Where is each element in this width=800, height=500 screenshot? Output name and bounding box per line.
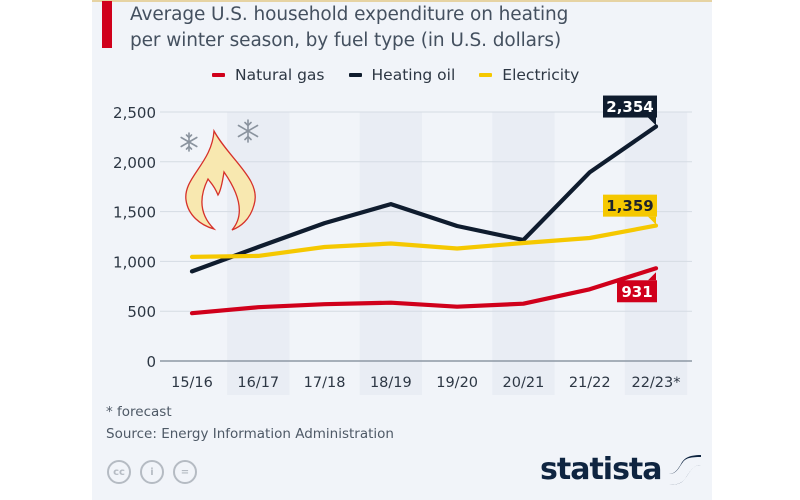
- flame-icon: [185, 128, 256, 231]
- legend-swatch-natural-gas: [212, 73, 225, 77]
- cc-icon[interactable]: cc: [107, 460, 131, 484]
- x-tick-label: 22/23*: [631, 375, 680, 391]
- nd-icon[interactable]: =: [173, 460, 197, 484]
- footnote: * forecast Source: Energy Information Ad…: [106, 401, 394, 445]
- series-line-heating-oil: [189, 124, 659, 274]
- y-tick-label: 0: [146, 353, 156, 371]
- series-line-electricity: [189, 223, 659, 259]
- data-label-pointer: [648, 272, 656, 281]
- legend-item-electricity: Electricity: [479, 66, 579, 84]
- data-label-pointer: [648, 117, 656, 126]
- by-icon[interactable]: i: [140, 460, 164, 484]
- snowflake-icon: [237, 119, 259, 143]
- flame-illustration: [180, 119, 259, 231]
- legend-label-heating-oil: Heating oil: [371, 66, 456, 84]
- y-tick-label: 2,500: [113, 104, 156, 122]
- title-accent-bar: [102, 1, 112, 48]
- x-tick-label: 21/22: [569, 375, 611, 391]
- x-tick-label: 16/17: [237, 375, 279, 391]
- x-tick-label: 15/16: [171, 375, 213, 391]
- data-label-box: [603, 194, 657, 217]
- legend-item-natural-gas: Natural gas: [212, 66, 325, 84]
- chart-title-line-2: per winter season, by fuel type (in U.S.…: [130, 30, 562, 51]
- y-tick-label: 1,000: [113, 253, 156, 271]
- x-tick-label: 20/21: [503, 375, 545, 391]
- data-label-box: [603, 95, 657, 118]
- y-tick-label: 1,500: [113, 204, 156, 222]
- forecast-note: * forecast: [106, 404, 172, 420]
- data-label-natural-gas: 931: [617, 272, 657, 303]
- chart-title-line-1: Average U.S. household expenditure on he…: [130, 4, 569, 25]
- legend-label-natural-gas: Natural gas: [235, 66, 325, 84]
- snowflake-icon: [180, 132, 198, 152]
- data-label-electricity: 1,359: [603, 194, 657, 225]
- x-tick-label: 19/20: [436, 375, 478, 391]
- data-label-text: 931: [621, 283, 652, 301]
- legend-swatch-electricity: [479, 73, 493, 77]
- x-tick-label: 18/19: [370, 375, 412, 391]
- column-band: [359, 112, 422, 395]
- statista-logo[interactable]: statista: [540, 452, 701, 487]
- data-label-pointer: [648, 216, 656, 225]
- chart-title: Average U.S. household expenditure on he…: [130, 2, 568, 54]
- x-tick-label: 17/18: [304, 375, 346, 391]
- column-band: [624, 112, 688, 395]
- legend-swatch-heating-oil: [348, 73, 362, 77]
- legend-item-heating-oil: Heating oil: [348, 66, 456, 84]
- source-note: Source: Energy Information Administratio…: [106, 426, 394, 442]
- license-icons: cc i =: [107, 460, 197, 484]
- column-band: [492, 112, 555, 395]
- y-tick-label: 2,000: [113, 154, 156, 172]
- series-line-natural-gas: [189, 266, 659, 316]
- data-label-heating-oil: 2,354: [603, 95, 657, 126]
- legend: Natural gas Heating oil Electricity: [212, 66, 579, 84]
- brand-name: statista: [540, 452, 663, 487]
- data-label-box: [617, 280, 657, 303]
- statista-wave-icon: [668, 454, 701, 485]
- data-label-text: 2,354: [606, 98, 653, 116]
- legend-label-electricity: Electricity: [502, 66, 580, 84]
- y-tick-label: 500: [127, 303, 156, 321]
- data-label-text: 1,359: [606, 197, 653, 215]
